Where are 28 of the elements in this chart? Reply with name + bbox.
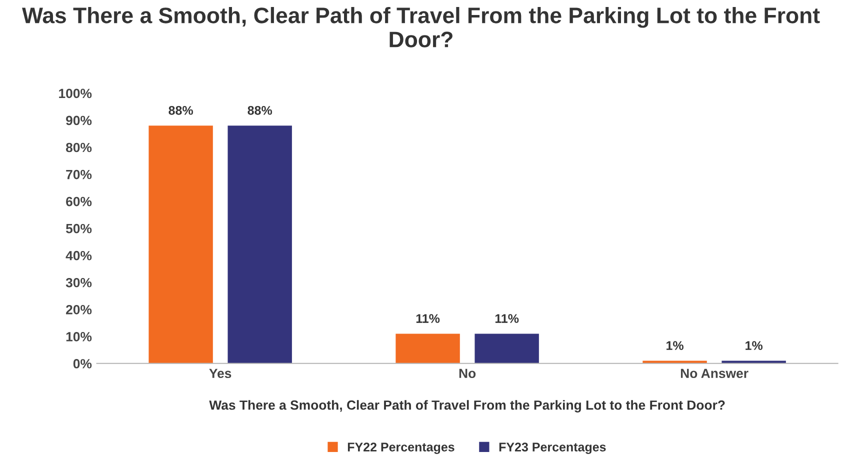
y-tick-label: 70%	[66, 170, 92, 180]
y-tick-label: 60%	[66, 196, 92, 206]
text: 11%	[416, 314, 440, 323]
x-axis-title: Was There a Smooth, Clear Path of Travel From the Parking Lot to the Front Door?	[209, 400, 725, 412]
x-tick-label: No	[459, 368, 476, 378]
bar	[474, 334, 539, 364]
bar	[396, 334, 460, 364]
text: 88%	[168, 106, 193, 115]
text: 11%	[495, 314, 519, 323]
y-tick-label: 100%	[59, 88, 92, 98]
y-tick-label: 30%	[66, 278, 92, 288]
x-tick-label: Yes	[209, 368, 232, 378]
bar	[228, 126, 292, 364]
text: 1%	[746, 341, 763, 350]
chart-title: Was There a Smooth, Clear Path of Travel From the Parking Lot to the Front Door?	[22, 6, 820, 48]
y-tick-label: 90%	[66, 116, 92, 126]
bar	[148, 126, 213, 364]
y-tick-label: 0%	[73, 359, 92, 368]
y-tick-label: 80%	[66, 142, 92, 152]
x-tick-label: No Answer	[680, 368, 748, 378]
legend-label: FY23 Percentages	[499, 442, 606, 454]
y-tick-label: 20%	[66, 304, 92, 314]
y-tick-label: 40%	[66, 250, 92, 260]
y-tick-label: 10%	[66, 332, 92, 342]
text: 1%	[666, 341, 684, 350]
legend-label: FY22 Percentages	[348, 442, 454, 454]
y-tick-label: 50%	[66, 224, 92, 234]
text: 88%	[248, 106, 272, 115]
